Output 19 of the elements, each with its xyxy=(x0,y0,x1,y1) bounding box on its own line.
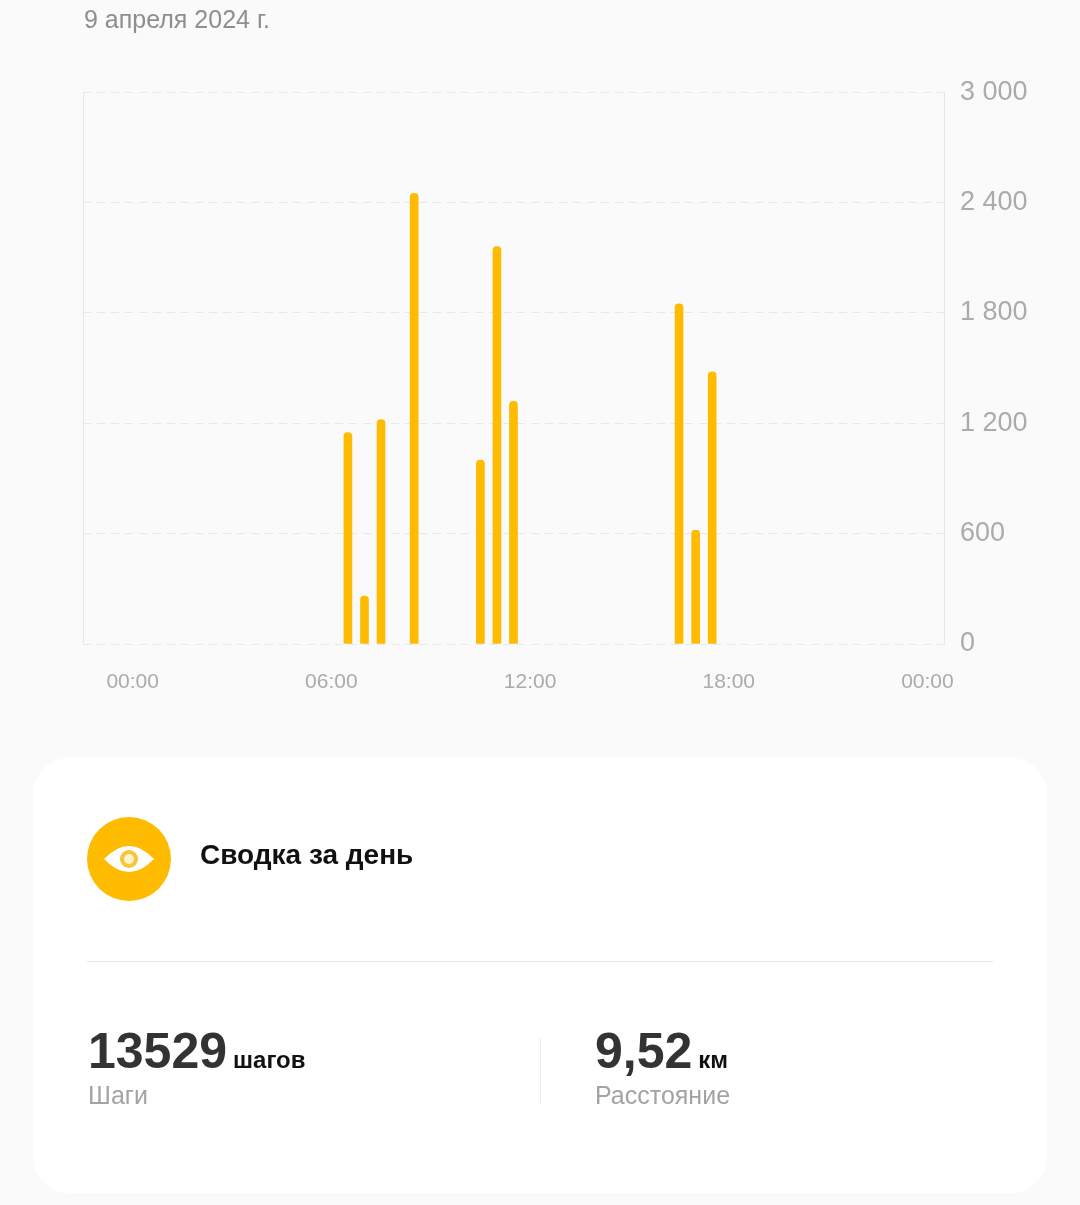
x-tick-label: 12:00 xyxy=(503,669,557,693)
x-tick-label: 00:00 xyxy=(106,669,159,693)
text: 9,52 xyxy=(595,1023,693,1079)
chart-title: 9 апреля 2024 г. xyxy=(84,5,270,33)
y-tick-label: 2 400 xyxy=(960,186,1028,217)
text: 13529 xyxy=(88,1023,228,1079)
x-tick-label: 00:00 xyxy=(901,669,954,693)
y-tick-label: 1 800 xyxy=(960,296,1028,327)
y-tick-label: 1 200 xyxy=(960,406,1028,437)
text: шагов xyxy=(233,1046,306,1073)
y-tick-label: 3 000 xyxy=(960,75,1028,106)
text: Сводка за день xyxy=(200,839,414,870)
text: км xyxy=(698,1046,729,1073)
y-tick-label: 0 xyxy=(960,627,976,658)
x-tick-label: 18:00 xyxy=(702,669,756,693)
text: Расстояние xyxy=(595,1081,731,1109)
x-tick-label: 06:00 xyxy=(305,669,358,693)
y-tick-label: 600 xyxy=(960,517,1006,548)
text: Шаги xyxy=(88,1081,148,1109)
